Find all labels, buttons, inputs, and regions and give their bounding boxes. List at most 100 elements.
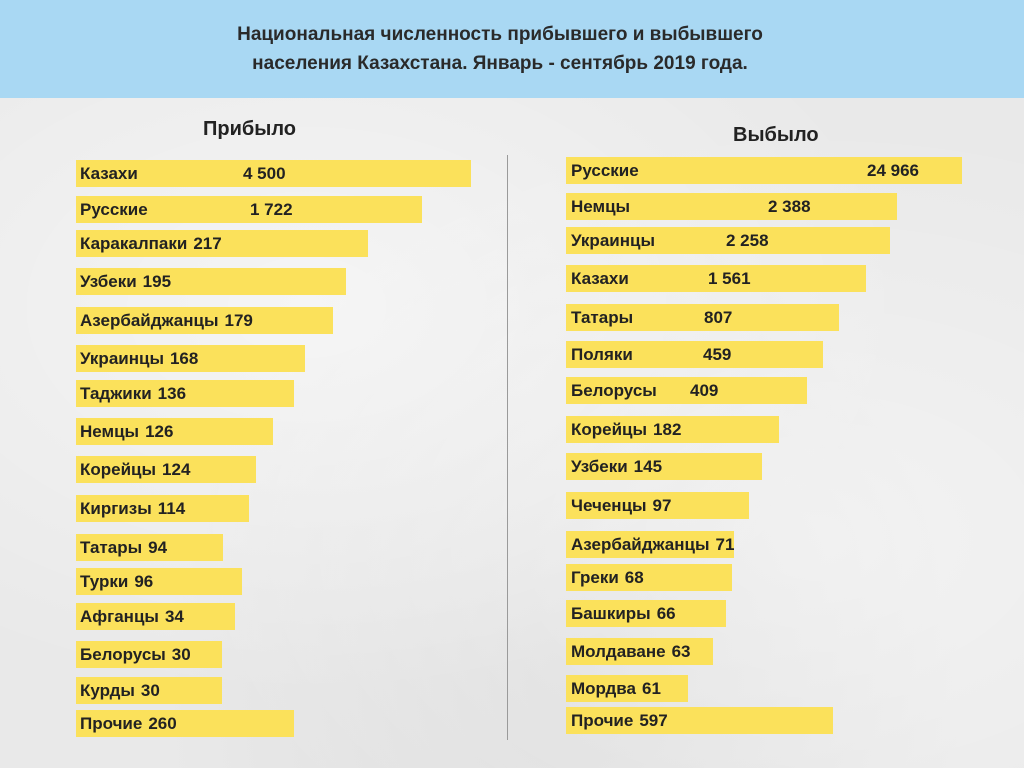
arrived-bar xyxy=(76,677,222,704)
arrived-value-label: 126 xyxy=(145,422,174,441)
arrived-column-title: Прибыло xyxy=(203,118,296,140)
arrived-category-label: Корейцы xyxy=(80,460,157,479)
arrived-category-label: Азербайджанцы xyxy=(80,311,219,330)
arrived-value-label: 30 xyxy=(171,645,191,664)
departed-column-title: Выбыло xyxy=(733,124,819,146)
arrived-category-label: Каракалпаки xyxy=(80,234,188,253)
departed-category-label: Белорусы xyxy=(571,381,657,400)
arrived-category-label: Украинцы xyxy=(80,349,164,368)
arrived-bar xyxy=(76,160,471,187)
departed-value-label: 459 xyxy=(703,345,732,364)
arrived-category-label: Курды xyxy=(80,681,135,700)
arrived-bar xyxy=(76,307,333,334)
arrived-bar xyxy=(76,568,242,595)
arrived-bar xyxy=(76,345,305,372)
arrived-value-label: 96 xyxy=(134,572,154,591)
arrived-bar xyxy=(76,603,235,630)
departed-category-label: Поляки xyxy=(571,345,633,364)
arrived-category-label: Турки xyxy=(80,572,129,591)
arrived-value-label: 217 xyxy=(193,234,222,253)
departed-category-label: Русские xyxy=(571,161,639,180)
departed-value-label: 97 xyxy=(652,496,672,515)
departed-value-label: 63 xyxy=(671,642,691,661)
departed-value-label: 2 388 xyxy=(768,197,811,216)
departed-bar xyxy=(566,193,897,220)
departed-category-label: Греки xyxy=(571,568,619,587)
arrived-bar xyxy=(76,641,222,668)
departed-bar xyxy=(566,453,762,480)
departed-value-label: 409 xyxy=(690,381,719,400)
departed-category-label: Узбеки xyxy=(571,457,628,476)
departed-category-label: Татары xyxy=(571,308,634,327)
departed-bar xyxy=(566,564,732,591)
arrived-category-label: Казахи xyxy=(80,164,138,183)
arrived-bar xyxy=(76,230,368,257)
arrived-bar xyxy=(76,495,249,522)
departed-bar xyxy=(566,304,839,331)
arrived-value-label: 94 xyxy=(148,538,168,557)
departed-value-label: 68 xyxy=(624,568,644,587)
arrived-bar xyxy=(76,534,223,561)
column-divider xyxy=(507,155,508,740)
departed-bar xyxy=(566,675,688,702)
departed-bar xyxy=(566,531,734,558)
departed-bar xyxy=(566,227,890,254)
departed-value-label: 145 xyxy=(633,457,663,476)
departed-bar xyxy=(566,377,807,404)
arrived-category-label: Прочие xyxy=(80,714,143,733)
title-line-1: Национальная численность прибывшего и вы… xyxy=(237,24,763,45)
arrived-bar xyxy=(76,418,273,445)
departed-value-label: 597 xyxy=(639,711,668,730)
departed-category-label: Немцы xyxy=(571,197,631,216)
departed-bar xyxy=(566,492,749,519)
header-banner: Национальная численность прибывшего и вы… xyxy=(0,0,1024,98)
departed-category-label: Молдаване xyxy=(571,642,666,661)
departed-value-label: 61 xyxy=(641,679,661,698)
arrived-value-label: 4 500 xyxy=(243,164,286,183)
departed-category-label: Чеченцы xyxy=(571,496,647,515)
departed-bar xyxy=(566,638,713,665)
departed-value-label: 71 xyxy=(715,535,735,554)
arrived-value-label: 1 722 xyxy=(250,200,293,219)
arrived-category-label: Таджики xyxy=(80,384,152,403)
arrived-bar xyxy=(76,456,256,483)
departed-bar xyxy=(566,157,962,184)
arrived-bar xyxy=(76,710,294,737)
arrived-bar xyxy=(76,380,294,407)
departed-category-label: Украинцы xyxy=(571,231,655,250)
departed-bar xyxy=(566,341,823,368)
departed-value-label: 2 258 xyxy=(726,231,769,250)
arrived-category-label: Белорусы xyxy=(80,645,166,664)
arrived-bar xyxy=(76,268,346,295)
departed-category-label: Азербайджанцы xyxy=(571,535,710,554)
arrived-category-label: Афганцы xyxy=(80,607,159,626)
arrived-category-label: Татары xyxy=(80,538,143,557)
departed-category-label: Корейцы xyxy=(571,420,648,439)
arrived-value-label: 30 xyxy=(140,681,160,700)
departed-value-label: 807 xyxy=(704,308,733,327)
arrived-bar xyxy=(76,196,422,223)
departed-value-label: 66 xyxy=(656,604,676,623)
title-line-2: населения Казахстана. Январь - сентябрь … xyxy=(252,53,748,74)
arrived-value-label: 136 xyxy=(157,384,187,403)
arrived-value-label: 34 xyxy=(164,607,184,626)
page-title: Национальная численность прибывшего и вы… xyxy=(130,20,870,78)
arrived-value-label: 195 xyxy=(142,272,172,291)
arrived-value-label: 124 xyxy=(162,460,191,479)
arrived-category-label: Немцы xyxy=(80,422,140,441)
arrived-category-label: Киргизы xyxy=(80,499,152,518)
departed-category-label: Башкиры xyxy=(571,604,651,623)
arrived-value-label: 260 xyxy=(148,714,177,733)
departed-category-label: Мордва xyxy=(571,679,636,698)
departed-value-label: 1 561 xyxy=(708,269,751,288)
departed-bar xyxy=(566,265,866,292)
departed-category-label: Казахи xyxy=(571,269,629,288)
arrived-value-label: 168 xyxy=(169,349,199,368)
departed-category-label: Прочие xyxy=(571,711,634,730)
departed-bar xyxy=(566,600,726,627)
departed-bar xyxy=(566,416,779,443)
departed-bar xyxy=(566,707,833,734)
arrived-value-label: 179 xyxy=(224,311,253,330)
departed-value-label: 24 966 xyxy=(867,161,919,180)
arrived-value-label: 114 xyxy=(157,499,186,518)
